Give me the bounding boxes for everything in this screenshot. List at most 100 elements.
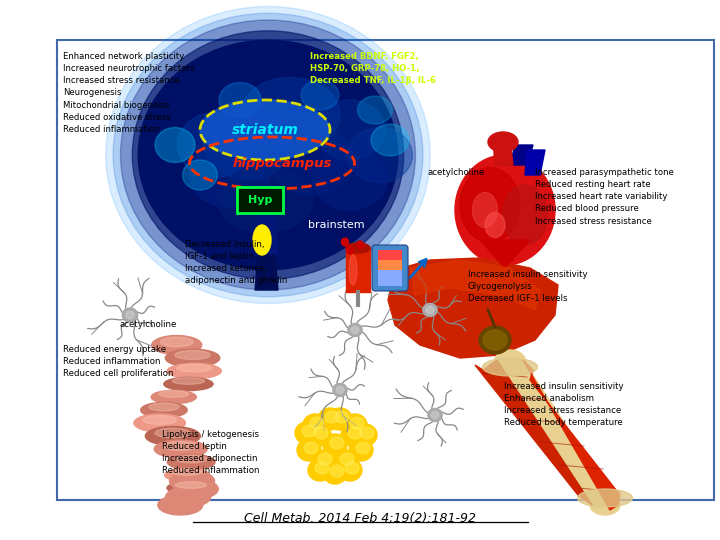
- Ellipse shape: [323, 462, 347, 484]
- Text: hippocampus: hippocampus: [233, 157, 332, 170]
- Ellipse shape: [341, 424, 365, 446]
- Ellipse shape: [503, 185, 547, 245]
- Ellipse shape: [159, 390, 189, 397]
- FancyBboxPatch shape: [372, 245, 408, 291]
- Ellipse shape: [122, 308, 138, 322]
- Ellipse shape: [219, 83, 261, 118]
- Ellipse shape: [590, 495, 620, 515]
- Ellipse shape: [167, 454, 215, 470]
- Ellipse shape: [348, 127, 413, 183]
- Text: Reduced energy uptake
Reduced inflammation
Reduced cell proliferation: Reduced energy uptake Reduced inflammati…: [63, 345, 174, 379]
- Ellipse shape: [174, 479, 218, 499]
- Ellipse shape: [126, 311, 134, 319]
- Ellipse shape: [328, 408, 352, 430]
- Ellipse shape: [340, 453, 354, 465]
- Text: acetylcholine: acetylcholine: [120, 320, 177, 329]
- Ellipse shape: [155, 428, 191, 438]
- Ellipse shape: [166, 349, 220, 367]
- Polygon shape: [497, 360, 618, 505]
- Ellipse shape: [143, 415, 176, 424]
- Text: Lipolysis / ketogenesis
Reduced leptin
Increased adiponectin
Reduced inflammatio: Lipolysis / ketogenesis Reduced leptin I…: [162, 430, 259, 475]
- Ellipse shape: [318, 408, 342, 430]
- Polygon shape: [388, 258, 558, 358]
- Ellipse shape: [151, 390, 197, 404]
- Ellipse shape: [302, 425, 316, 437]
- Ellipse shape: [158, 495, 203, 515]
- Polygon shape: [525, 150, 545, 175]
- Ellipse shape: [120, 20, 415, 290]
- Ellipse shape: [113, 14, 423, 297]
- Ellipse shape: [147, 44, 389, 266]
- Ellipse shape: [297, 439, 321, 461]
- FancyBboxPatch shape: [378, 260, 402, 276]
- Ellipse shape: [312, 150, 387, 210]
- Ellipse shape: [167, 481, 215, 495]
- Ellipse shape: [315, 462, 329, 474]
- Ellipse shape: [176, 364, 212, 372]
- Text: striatum: striatum: [232, 123, 298, 137]
- FancyBboxPatch shape: [378, 250, 402, 266]
- Ellipse shape: [358, 96, 392, 124]
- Ellipse shape: [349, 255, 357, 285]
- Ellipse shape: [330, 465, 344, 477]
- Ellipse shape: [175, 350, 210, 360]
- Ellipse shape: [154, 440, 207, 458]
- Ellipse shape: [485, 213, 505, 238]
- Ellipse shape: [155, 127, 195, 163]
- Ellipse shape: [423, 303, 437, 316]
- Ellipse shape: [345, 462, 359, 474]
- Ellipse shape: [482, 358, 538, 376]
- Ellipse shape: [106, 6, 431, 303]
- Ellipse shape: [190, 143, 270, 207]
- Ellipse shape: [343, 414, 367, 436]
- Ellipse shape: [349, 439, 373, 461]
- Ellipse shape: [323, 434, 347, 456]
- Ellipse shape: [304, 442, 318, 454]
- Ellipse shape: [330, 437, 344, 449]
- Ellipse shape: [483, 330, 507, 350]
- Ellipse shape: [178, 112, 253, 178]
- Ellipse shape: [203, 100, 293, 180]
- Ellipse shape: [152, 335, 202, 354]
- Ellipse shape: [172, 469, 202, 475]
- Ellipse shape: [173, 377, 204, 384]
- Ellipse shape: [253, 225, 271, 255]
- FancyBboxPatch shape: [378, 270, 402, 286]
- Ellipse shape: [488, 132, 518, 152]
- Ellipse shape: [426, 306, 434, 314]
- Text: acetylcholine: acetylcholine: [427, 168, 485, 177]
- Ellipse shape: [163, 442, 198, 450]
- Polygon shape: [523, 360, 620, 510]
- Ellipse shape: [307, 424, 331, 446]
- Ellipse shape: [165, 468, 210, 482]
- FancyBboxPatch shape: [237, 187, 283, 213]
- Ellipse shape: [348, 427, 362, 439]
- Ellipse shape: [356, 241, 364, 249]
- Ellipse shape: [176, 482, 207, 488]
- Ellipse shape: [140, 402, 187, 417]
- Polygon shape: [475, 360, 592, 505]
- Ellipse shape: [217, 167, 312, 233]
- Ellipse shape: [336, 386, 344, 394]
- Ellipse shape: [315, 100, 385, 160]
- Ellipse shape: [132, 31, 404, 279]
- Ellipse shape: [318, 453, 332, 465]
- Text: Increased BDNF, FGF2,
HSP-70, GRP-78, HO-1,
Decreased TNF, IL-1β, IL-6: Increased BDNF, FGF2, HSP-70, GRP-78, HO…: [310, 52, 436, 85]
- Text: Decreased insulin,
IGF-1 and leptin
Increased ketones,
adiponectin and ghrelin: Decreased insulin, IGF-1 and leptin Incr…: [185, 240, 287, 286]
- Ellipse shape: [495, 350, 525, 370]
- Ellipse shape: [479, 326, 511, 354]
- Ellipse shape: [166, 487, 211, 507]
- Ellipse shape: [308, 459, 332, 481]
- Ellipse shape: [176, 455, 207, 463]
- Ellipse shape: [356, 442, 370, 454]
- Ellipse shape: [138, 40, 397, 270]
- Text: Cell Metab. 2014 Feb 4;19(2):181-92: Cell Metab. 2014 Feb 4;19(2):181-92: [244, 511, 476, 524]
- Ellipse shape: [167, 363, 221, 379]
- Ellipse shape: [348, 323, 362, 336]
- FancyBboxPatch shape: [57, 40, 714, 500]
- Ellipse shape: [303, 414, 327, 436]
- Polygon shape: [410, 260, 540, 310]
- Ellipse shape: [311, 450, 335, 472]
- Ellipse shape: [338, 459, 362, 481]
- Ellipse shape: [164, 377, 213, 390]
